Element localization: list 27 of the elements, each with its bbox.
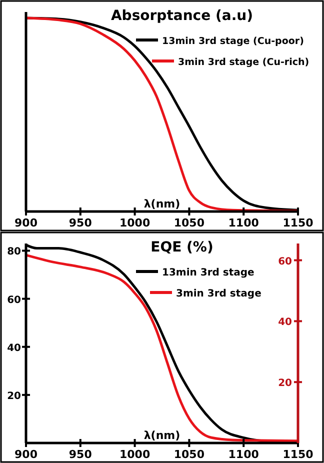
chart-title: Absorptance (a.u) <box>110 8 254 24</box>
x-tick-label: 1000 <box>119 448 150 461</box>
x-tick-label: 900 <box>14 216 38 230</box>
chart-title: EQE (%) <box>150 240 214 256</box>
x-tick-label: 950 <box>68 448 92 461</box>
y-tick-label: 20 <box>7 390 22 402</box>
x-tick-label: 1150 <box>282 448 314 461</box>
x-tick-label: 950 <box>68 216 92 230</box>
y2-tick-label: 60 <box>278 256 292 268</box>
legend-label: 3min 3rd stage <box>176 288 262 300</box>
legend-label: 13min 3rd stage (Cu-poor) <box>162 36 304 47</box>
y-tick-label: 40 <box>7 342 22 354</box>
y-tick-label: 80 <box>7 246 22 258</box>
x-tick-label: 900 <box>14 448 38 461</box>
legend-label: 3min 3rd stage (Cu-rich) <box>178 57 310 68</box>
y2-tick-label: 40 <box>278 317 292 328</box>
x-tick-label: 1050 <box>174 448 205 461</box>
x-tick-label: 1100 <box>228 216 260 230</box>
x-tick-label: 1050 <box>174 216 205 230</box>
y-tick-label: 60 <box>7 294 22 306</box>
x-tick-label: 1150 <box>282 216 314 230</box>
x-tick-label: 1100 <box>228 448 260 461</box>
y2-tick-label: 20 <box>278 378 292 390</box>
x-tick-label: 1000 <box>119 216 150 230</box>
legend-label: 13min 3rd stage <box>162 268 255 278</box>
x-axis-title: λ(nm) <box>144 198 180 210</box>
x-axis-title: λ(nm) <box>144 429 180 442</box>
